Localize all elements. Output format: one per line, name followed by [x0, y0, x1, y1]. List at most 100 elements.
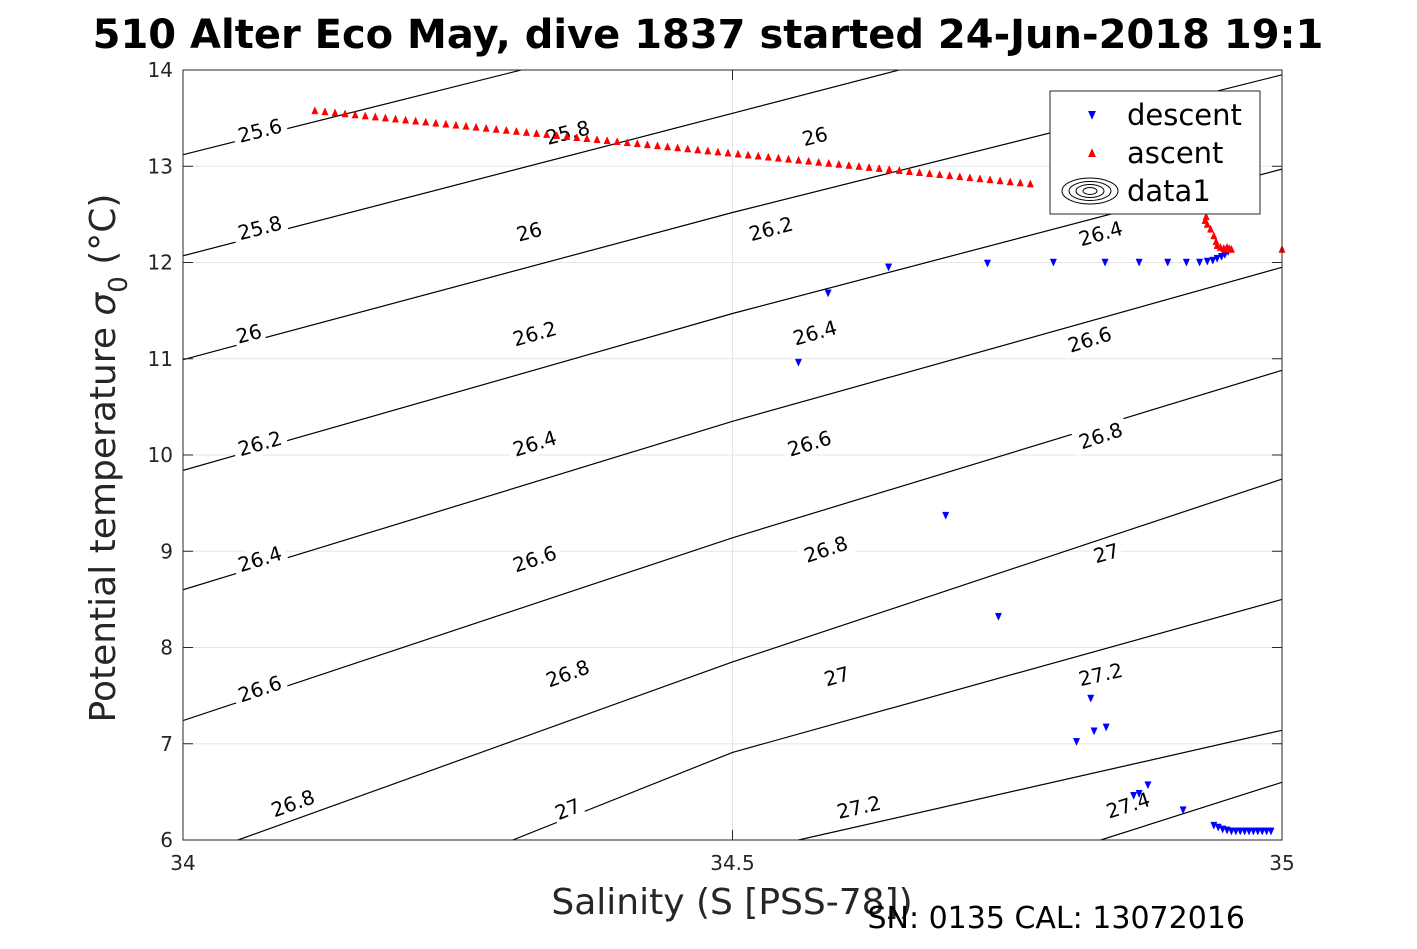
serial-calibration-note: SN: 0135 CAL: 13072016	[867, 901, 1245, 936]
ascent-marker	[835, 159, 843, 168]
ascent-marker	[714, 147, 722, 156]
descent-marker	[1087, 694, 1095, 703]
contour-label: 27	[819, 660, 855, 692]
descent-marker	[1196, 258, 1204, 267]
ascent-marker	[402, 115, 410, 124]
isopycnal-line	[183, 168, 1282, 471]
descent-marker	[1182, 258, 1190, 267]
ascent-marker	[805, 156, 813, 165]
ascent-marker	[684, 144, 692, 153]
ascent-marker	[422, 117, 430, 126]
ascent-marker	[452, 120, 460, 129]
ascent-marker	[1210, 231, 1218, 240]
ascent-marker	[502, 125, 510, 134]
ascent-marker	[946, 171, 954, 180]
ascent-marker	[996, 176, 1004, 185]
descent-marker	[1102, 723, 1110, 732]
descent-marker	[1245, 827, 1253, 836]
legend-item-data1: data1	[1061, 174, 1211, 208]
ascent-marker	[915, 168, 924, 176]
contour-label: 27	[549, 792, 587, 826]
descent-marker	[1135, 258, 1143, 267]
contour-label: 27.2	[1071, 656, 1130, 693]
ascent-marker	[855, 161, 863, 170]
ascent-marker	[653, 141, 662, 150]
y-tick-label: 6	[160, 828, 173, 852]
x-tick-label: 34	[170, 851, 195, 875]
y-tick-label: 10	[148, 443, 173, 467]
contour-label-bg	[796, 529, 856, 570]
ascent-marker	[734, 149, 742, 158]
legend-item-ascent: ascent	[1088, 136, 1223, 170]
descent-marker	[1254, 827, 1262, 836]
contour-label-bg	[230, 112, 290, 149]
descent-marker	[1258, 827, 1266, 836]
ascent-marker	[704, 146, 712, 155]
ascent-marker	[492, 124, 500, 133]
x-tick-label: 34.5	[710, 851, 755, 875]
descent-marker	[1090, 727, 1098, 736]
legend-contour-icon	[1061, 177, 1119, 205]
ascent-marker	[311, 106, 319, 115]
ascent-marker	[341, 109, 349, 118]
legend-ascent-marker	[1088, 148, 1096, 157]
contour-label: 27.2	[829, 789, 888, 825]
ascent-marker	[583, 134, 591, 142]
isopycnal-line	[183, 70, 902, 257]
y-tick-label: 9	[160, 539, 173, 563]
ascent-marker	[976, 174, 984, 183]
ascent-marker	[754, 151, 762, 160]
ascent-marker	[774, 153, 782, 162]
descent-marker	[1130, 791, 1138, 800]
ascent-marker	[472, 122, 480, 131]
y-tick-label: 8	[160, 636, 173, 660]
isopycnal-line	[1100, 781, 1282, 840]
ascent-marker	[331, 108, 339, 117]
x-tick-label: 35	[1269, 851, 1294, 875]
ascent-marker	[593, 135, 601, 144]
y-axis-label: Potential temperature σ0 (°C)	[83, 194, 134, 723]
ascent-marker	[1026, 179, 1034, 188]
y-axis-label-unit: (°C)	[83, 194, 124, 277]
ascent-marker	[522, 127, 531, 136]
contour-label-bg	[230, 539, 290, 579]
ascent-marker	[381, 113, 389, 122]
descent-marker	[1263, 827, 1271, 836]
ascent-marker	[633, 139, 641, 148]
descent-marker	[1179, 806, 1187, 815]
ascent-marker	[926, 169, 934, 178]
ascent-marker	[643, 140, 651, 149]
contour-label-bg	[1060, 320, 1120, 359]
descent-marker	[1267, 827, 1275, 836]
ascent-marker	[905, 167, 913, 175]
contour-label-bg	[230, 668, 290, 709]
legend: descent ascent data1	[1049, 90, 1261, 215]
ascent-marker	[1202, 212, 1210, 221]
ascent-marker	[573, 133, 581, 141]
ascent-marker	[1006, 177, 1014, 186]
ascent-marker	[966, 173, 974, 182]
ascent-marker	[815, 157, 823, 166]
contour-label-bg	[829, 789, 888, 825]
ascent-marker	[553, 131, 561, 139]
ascent-marker	[795, 155, 803, 164]
contour-label-bg	[511, 216, 547, 248]
ascent-marker	[674, 143, 682, 152]
y-tick-label: 14	[148, 58, 173, 82]
ascent-marker	[351, 110, 359, 119]
contour-label-bg	[538, 653, 598, 694]
ascent-marker	[845, 160, 853, 169]
chart-title: 510 Alter Eco May, dive 1837 started 24-…	[93, 12, 1324, 58]
y-axis-label-subscript: 0	[104, 276, 134, 293]
ascent-marker	[442, 119, 450, 128]
ascent-marker	[1016, 178, 1024, 187]
contour-label-bg	[741, 210, 801, 248]
ascent-marker	[694, 145, 702, 154]
ascent-marker	[724, 148, 732, 157]
ascent-marker	[371, 112, 379, 121]
descent-marker	[1135, 790, 1143, 798]
ascent-marker	[1207, 224, 1215, 233]
ascent-marker	[603, 136, 611, 145]
